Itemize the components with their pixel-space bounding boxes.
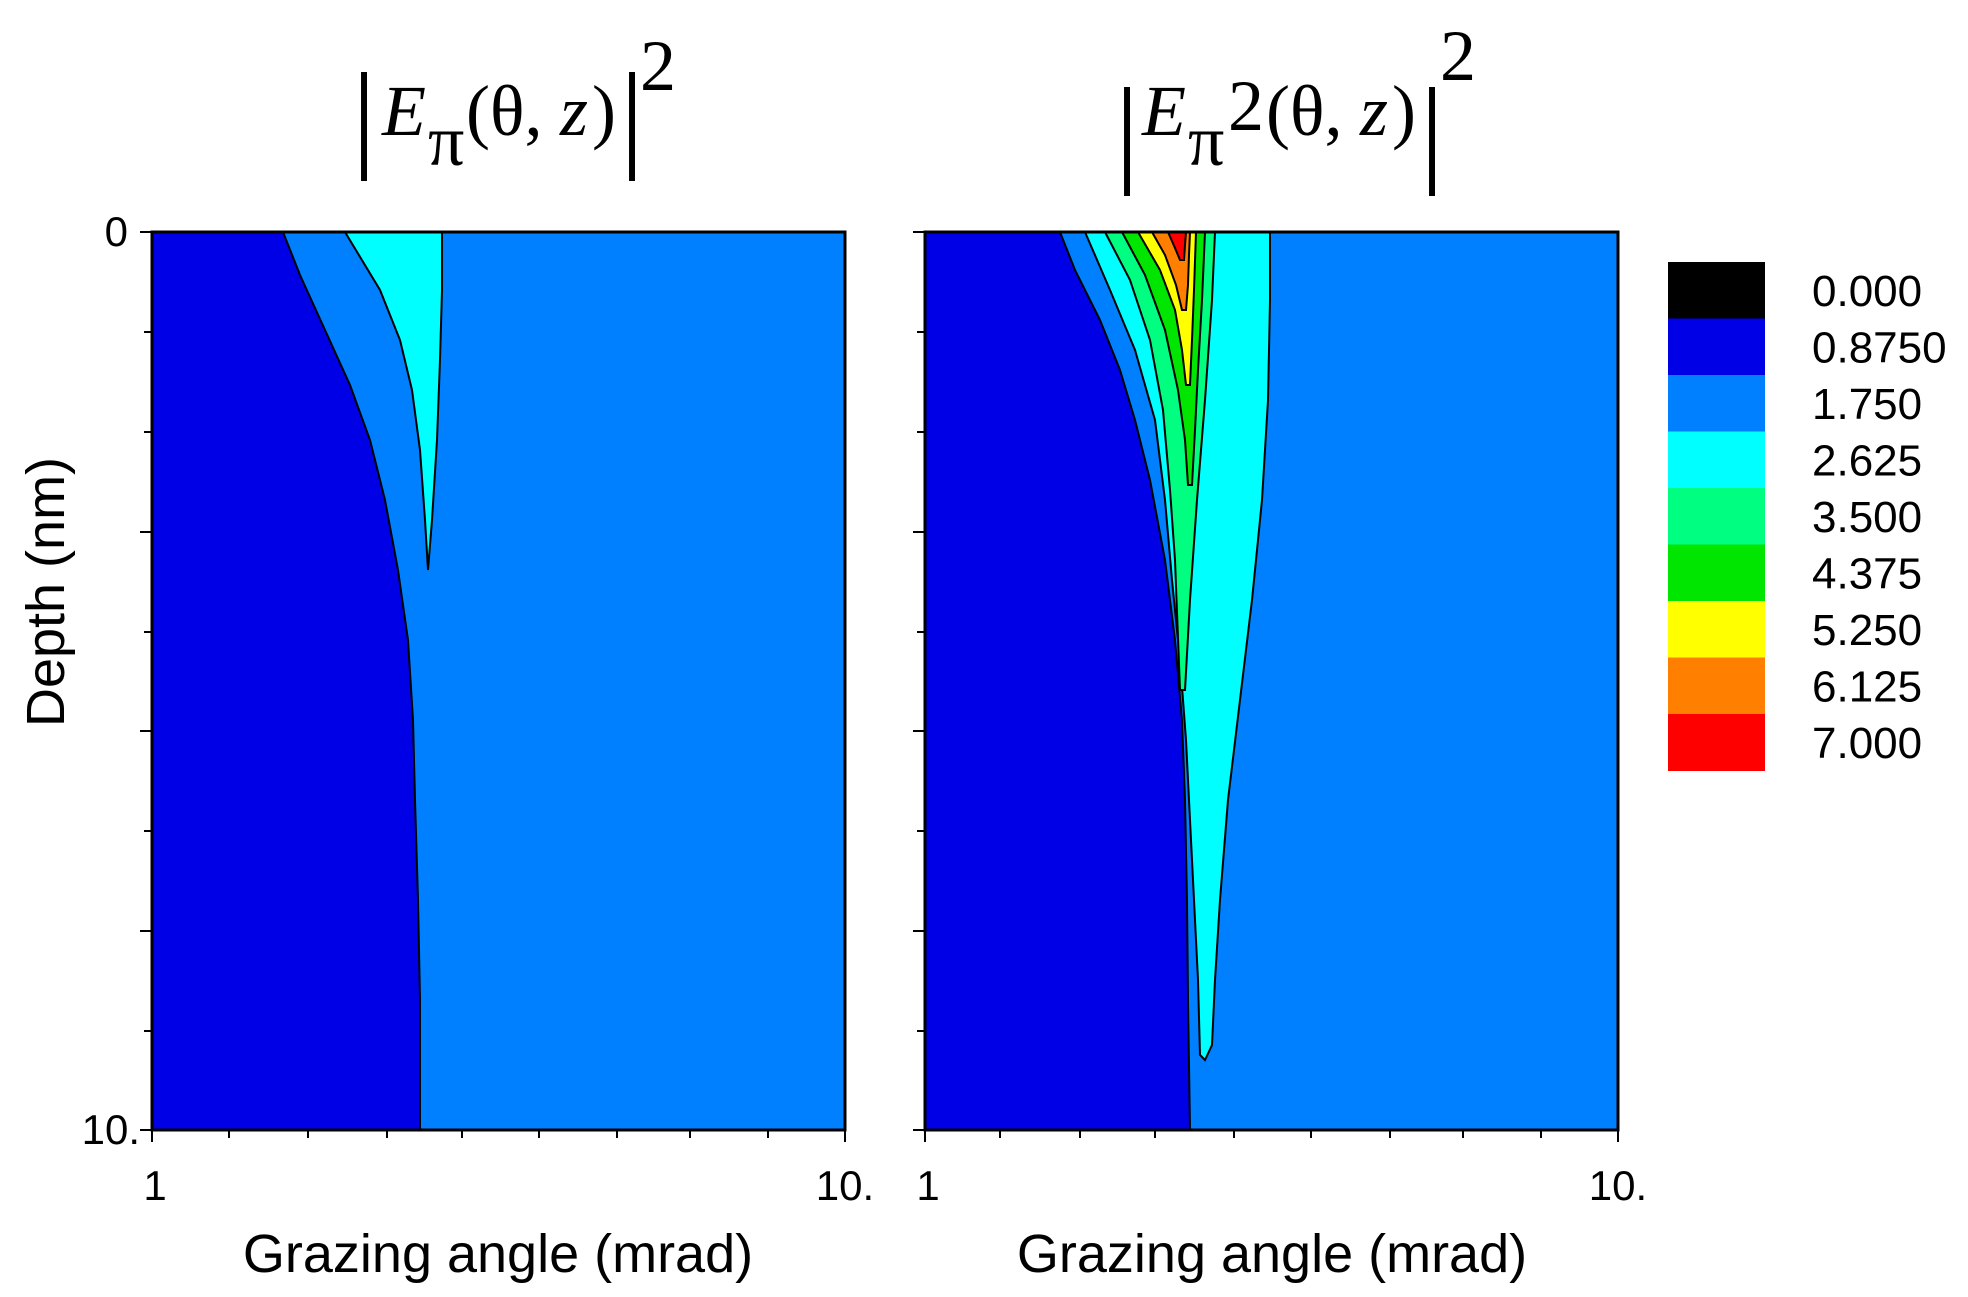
title-left-z: z xyxy=(559,71,588,151)
title-right-bar-open: | xyxy=(1115,63,1139,196)
title-right-pi: π xyxy=(1188,101,1224,181)
right-x-tick-label-10: 10. xyxy=(1589,1162,1647,1209)
legend-swatch xyxy=(1668,375,1765,432)
title-right-args: (θ, xyxy=(1266,71,1342,151)
title-right-e: E xyxy=(1141,71,1186,151)
legend-label: 1.750 xyxy=(1812,380,1922,429)
right-x-tick-label-1: 1 xyxy=(916,1162,939,1209)
legend-label: 6.125 xyxy=(1812,663,1922,712)
legend-label: 4.375 xyxy=(1812,550,1922,599)
legend-label: 7.000 xyxy=(1812,719,1922,768)
left-y-ticks xyxy=(140,232,152,1130)
legend-label: 0.8750 xyxy=(1812,324,1947,373)
left-panel-title: | E π (θ, z ) | 2 xyxy=(352,26,676,181)
left-x-tick-label-1: 1 xyxy=(143,1162,166,1209)
legend-label: 5.250 xyxy=(1812,606,1922,655)
right-panel: | E π 2 (θ, z ) | 2 xyxy=(913,16,1647,1284)
right-plot-area xyxy=(925,232,1618,1130)
legend-label: 3.500 xyxy=(1812,493,1922,542)
legend-swatch xyxy=(1668,658,1765,715)
right-x-ticks xyxy=(925,1130,1618,1142)
legend-swatch xyxy=(1668,714,1765,771)
title-right-close: ) xyxy=(1392,71,1416,151)
right-panel-title: | E π 2 (θ, z ) | 2 xyxy=(1115,16,1476,196)
title-right-z: z xyxy=(1359,71,1388,151)
y-axis-label: Depth (nm) xyxy=(16,457,76,727)
title-left-args: (θ, xyxy=(466,71,542,151)
title-left-bar-open: | xyxy=(352,48,376,181)
color-legend: 0.000 0.8750 1.750 2.625 3.500 4.375 5.250 6.12… xyxy=(1668,262,1947,771)
left-plot-area xyxy=(152,232,845,1130)
right-x-axis-label: Grazing angle (mrad) xyxy=(1017,1224,1527,1284)
title-left-power: 2 xyxy=(640,26,676,106)
title-right-power: 2 xyxy=(1440,16,1476,96)
title-right-sup: 2 xyxy=(1228,66,1264,146)
title-left-pi: π xyxy=(428,101,464,181)
legend-swatch xyxy=(1668,545,1765,602)
left-x-axis-label: Grazing angle (mrad) xyxy=(243,1224,753,1284)
legend-swatch xyxy=(1668,432,1765,489)
left-x-ticks xyxy=(152,1130,845,1142)
title-left-e: E xyxy=(381,71,426,151)
legend-label: 2.625 xyxy=(1812,437,1922,486)
left-y-tick-label-10: 10. xyxy=(82,1106,140,1153)
left-y-tick-label-0: 0 xyxy=(105,208,128,255)
legend-label: 0.000 xyxy=(1812,267,1922,316)
left-panel: | E π (θ, z ) | 2 0 xyxy=(16,26,874,1284)
legend-swatch xyxy=(1668,319,1765,376)
legend-swatch xyxy=(1668,601,1765,658)
left-x-tick-label-10: 10. xyxy=(816,1162,874,1209)
title-left-close: ) xyxy=(592,71,616,151)
legend-swatch xyxy=(1668,488,1765,545)
legend-swatch xyxy=(1668,262,1765,319)
right-y-ticks xyxy=(913,232,925,1130)
